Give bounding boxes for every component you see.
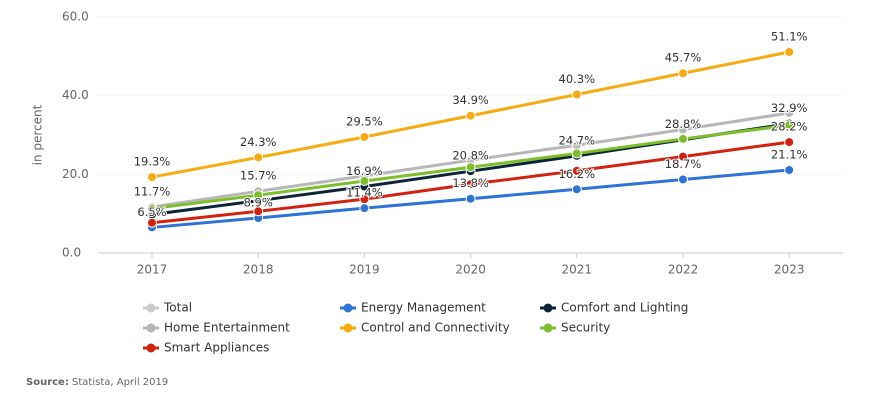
data-label: 29.5%	[346, 114, 383, 128]
data-label: 16.9%	[346, 164, 383, 178]
point	[465, 193, 476, 204]
point	[359, 131, 370, 142]
x-tick-label: 2017	[137, 263, 168, 277]
x-tick-label: 2020	[455, 263, 486, 277]
data-label: 21.1%	[771, 148, 808, 162]
legend-item[interactable]: Total	[143, 301, 192, 315]
point	[571, 148, 582, 159]
x-tick-label: 2021	[562, 263, 593, 277]
legend-marker	[543, 303, 553, 313]
data-label: 51.1%	[771, 30, 808, 44]
legend-label: Energy Management	[361, 301, 486, 315]
legend-marker	[543, 323, 553, 333]
data-label: 6.5%	[137, 205, 166, 219]
legend-label: Control and Connectivity	[361, 321, 510, 335]
data-label: 28.8%	[665, 117, 702, 131]
data-label: 45.7%	[665, 51, 702, 65]
point	[465, 110, 476, 121]
legend-label: Home Entertainment	[164, 321, 290, 335]
data-label: 40.3%	[559, 72, 596, 86]
legend-marker	[343, 323, 353, 333]
point	[784, 47, 795, 58]
point	[253, 190, 264, 201]
source-label: Source:	[26, 377, 69, 388]
legend-item[interactable]: Control and Connectivity	[340, 321, 510, 335]
legend-item[interactable]: Home Entertainment	[143, 321, 290, 335]
data-label: 11.4%	[346, 186, 383, 200]
point	[678, 133, 688, 144]
point	[784, 107, 795, 118]
point	[359, 203, 370, 214]
legend-marker	[146, 323, 156, 333]
legend-label: Comfort and Lighting	[561, 301, 688, 315]
data-label: 24.7%	[559, 133, 596, 147]
legend-item[interactable]: Smart Appliances	[143, 341, 269, 355]
legend-item[interactable]: Comfort and Lighting	[540, 301, 688, 315]
point	[253, 152, 264, 163]
data-label: 20.8%	[452, 149, 489, 163]
legend-item[interactable]: Energy Management	[340, 301, 486, 315]
legend-marker	[343, 303, 353, 313]
point	[784, 137, 795, 148]
x-tick-label: 2019	[349, 263, 380, 277]
y-axis-label: in percent	[31, 104, 45, 165]
data-label: 34.9%	[452, 93, 489, 107]
point	[571, 165, 582, 176]
legend-marker	[146, 343, 156, 353]
point	[465, 179, 476, 190]
source-text: Statista, April 2019	[72, 377, 168, 388]
legend-item[interactable]: Security	[540, 321, 610, 335]
data-label: 8.9%	[244, 195, 273, 209]
y-tick-label: 0.0	[62, 246, 81, 260]
x-tick-label: 2023	[774, 263, 805, 277]
point	[678, 174, 688, 185]
data-label: 11.7%	[134, 184, 171, 198]
y-tick-label: 60.0	[62, 10, 89, 24]
point	[678, 151, 688, 162]
y-tick-label: 20.0	[62, 167, 89, 181]
data-label: 16.2%	[559, 167, 596, 181]
point	[359, 194, 370, 205]
point	[678, 68, 688, 79]
y-tick-label: 40.0	[62, 88, 89, 102]
data-label: 19.3%	[134, 155, 171, 169]
source: Source: Statista, April 2019	[26, 377, 168, 388]
point	[465, 162, 476, 173]
point	[147, 172, 157, 183]
point	[147, 217, 157, 228]
x-tick-label: 2022	[668, 263, 699, 277]
legend-label: Security	[561, 321, 610, 335]
point	[359, 176, 370, 187]
point	[784, 120, 795, 131]
data-label: 13.8%	[452, 176, 489, 190]
data-label: 15.7%	[240, 169, 277, 183]
x-tick-label: 2018	[243, 263, 274, 277]
data-label: 18.7%	[665, 157, 702, 171]
data-label: 28.2%	[771, 120, 808, 134]
legend-marker	[146, 303, 156, 313]
point	[253, 206, 264, 217]
legend-label: Total	[163, 301, 192, 315]
legend-label: Smart Appliances	[164, 341, 269, 355]
data-label: 32.9%	[771, 101, 808, 115]
point	[571, 184, 582, 195]
point	[571, 89, 582, 100]
point	[784, 165, 795, 176]
point	[147, 203, 157, 214]
data-label: 24.3%	[240, 135, 277, 149]
